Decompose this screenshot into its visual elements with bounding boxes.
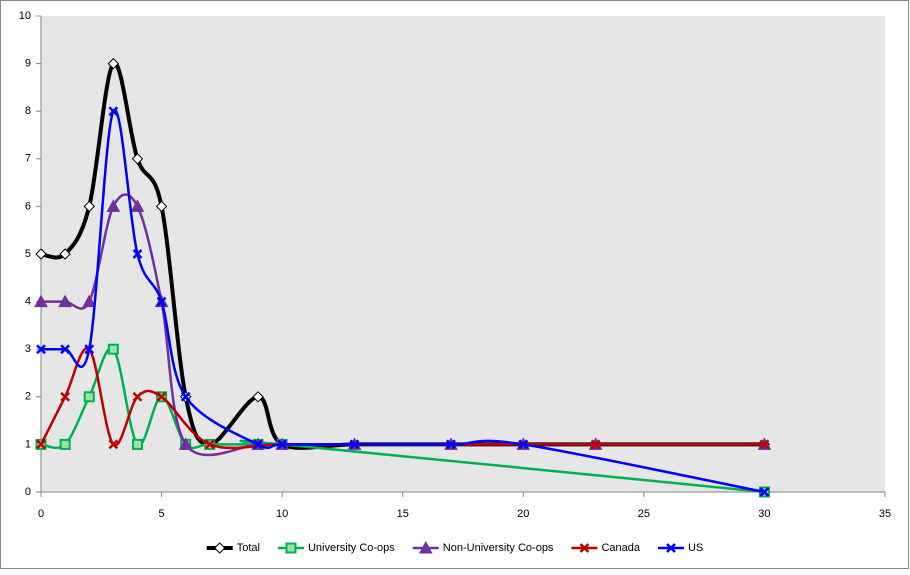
marker [36, 344, 46, 355]
marker [132, 249, 143, 259]
marker [759, 487, 770, 497]
marker [108, 439, 119, 450]
marker [277, 439, 288, 450]
marker [132, 391, 143, 402]
marker [252, 391, 264, 403]
marker [579, 543, 590, 553]
marker [156, 296, 167, 307]
y-tick-label: 5 [25, 248, 31, 260]
marker [60, 391, 70, 402]
marker [83, 391, 95, 403]
legend-label: Canada [601, 542, 640, 554]
marker [518, 439, 529, 450]
y-tick-label: 6 [25, 200, 31, 212]
marker [82, 294, 97, 308]
marker [180, 391, 191, 402]
marker [759, 439, 770, 450]
y-tick-label: 3 [25, 343, 31, 355]
x-tick-label: 15 [397, 508, 409, 520]
marker [83, 200, 95, 213]
marker [58, 294, 72, 308]
marker [36, 439, 46, 450]
marker [35, 248, 47, 260]
legend: Total University Co-ops Non-University Co-… [206, 540, 703, 554]
marker [108, 106, 119, 117]
x-tick-label: 0 [38, 508, 44, 520]
marker [204, 439, 215, 450]
marker [155, 200, 168, 213]
x-tick-label: 35 [879, 508, 891, 520]
marker [178, 437, 193, 450]
marker [253, 439, 263, 450]
x-tick-label: 5 [159, 508, 165, 520]
marker [446, 439, 456, 450]
series-line [41, 108, 765, 494]
x-tick-label: 20 [517, 508, 529, 520]
plot-area [41, 16, 885, 492]
marker [130, 199, 145, 212]
marker [107, 343, 119, 355]
y-tick-label: 4 [25, 296, 31, 308]
x-tick-label: 10 [276, 508, 288, 520]
y-tick-label: 2 [25, 391, 31, 403]
marker [106, 199, 121, 212]
legend-label: US [688, 542, 703, 554]
legend-item: University Co-ops [277, 542, 395, 554]
marker [666, 543, 676, 553]
marker [285, 542, 297, 554]
marker [59, 438, 71, 450]
marker [107, 57, 120, 70]
x-tick-label: 30 [758, 508, 770, 520]
legend-item: US [657, 542, 703, 554]
y-tick-label: 10 [19, 10, 31, 22]
marker [418, 540, 433, 554]
legend-label: Total [237, 542, 260, 554]
legend-item: Canada [571, 542, 641, 554]
y-tick-label: 9 [25, 58, 31, 70]
legend-label: Non-University Co-ops [443, 542, 554, 554]
y-tick-label: 0 [25, 486, 31, 498]
y-tick-label: 1 [25, 438, 31, 450]
marker [34, 294, 48, 308]
y-tick-label: 8 [25, 105, 31, 117]
marker [60, 344, 70, 355]
y-tick-label: 7 [25, 153, 31, 165]
marker [131, 153, 144, 165]
marker [131, 438, 143, 450]
legend-item: Non-University Co-ops [412, 540, 554, 554]
marker [84, 344, 95, 355]
marker [590, 439, 601, 450]
marker [214, 542, 226, 554]
x-tick-label: 25 [638, 508, 650, 520]
marker [156, 391, 167, 402]
legend-label: University Co-ops [308, 542, 395, 554]
marker [349, 439, 360, 450]
marker [59, 248, 71, 260]
legend-item: Total [206, 542, 260, 554]
